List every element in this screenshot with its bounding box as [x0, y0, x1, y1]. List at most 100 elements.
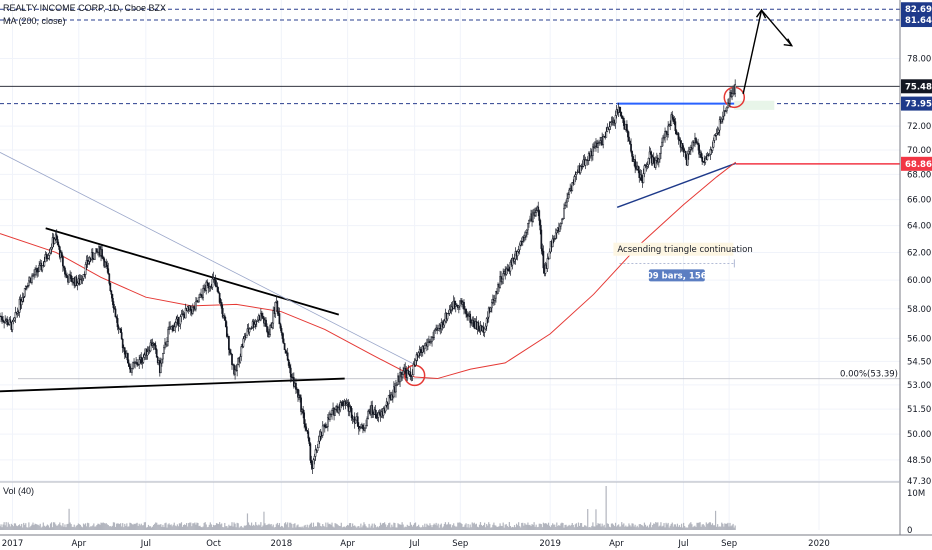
volume-bar [223, 527, 225, 530]
candle-body [642, 173, 645, 183]
volume-bar [343, 526, 345, 530]
candle-body [539, 220, 542, 231]
time-tick-label: Apr [71, 539, 86, 549]
volume-bar [37, 524, 39, 530]
ma-legend: MA (200, close) [3, 16, 66, 26]
time-tick-label: Apr [340, 539, 355, 549]
annotations[interactable]: Acsending triangle continuation 109 bars,… [613, 242, 898, 380]
candle-body [709, 149, 712, 155]
candle-body [202, 287, 204, 298]
volume-bar [467, 523, 469, 530]
volume-bar [395, 527, 397, 530]
volume-bar [725, 523, 727, 530]
price-axis[interactable]: 78.00 72.00 70.00 68.00 66.00 64.00 62.00 60.00… [907, 55, 931, 536]
volume-bar [329, 523, 331, 530]
candle-body [256, 319, 259, 322]
volume-bar [130, 522, 132, 530]
volume-bar [716, 526, 718, 530]
volume-bar [496, 526, 498, 530]
candle-body [182, 313, 185, 315]
candle-body [37, 271, 40, 273]
candle-body [652, 156, 655, 163]
candle-body [412, 363, 415, 376]
target-zone [734, 100, 775, 110]
candle-body [141, 362, 144, 364]
volume-bar [132, 524, 134, 530]
volume-bar [435, 522, 437, 530]
volume-bar [418, 524, 420, 530]
volume-bar [643, 522, 646, 530]
candle-body [221, 308, 224, 318]
volume-bar [406, 524, 408, 530]
candle-body [199, 294, 201, 298]
candle-body [249, 327, 252, 330]
volume-bar [703, 525, 705, 530]
volume-bar [265, 525, 267, 530]
volume-bar [277, 525, 279, 530]
candle-body [427, 342, 429, 347]
volume-bar [645, 526, 648, 530]
volume-bar [369, 527, 371, 530]
candle-body [101, 249, 103, 258]
candle-body [532, 212, 534, 222]
candle-body [120, 332, 123, 340]
volume-bar [472, 523, 474, 530]
volume-bar [31, 524, 33, 530]
volume-bar [600, 526, 602, 530]
candle-body [115, 316, 118, 319]
volume-bar [416, 526, 419, 530]
candle-body [551, 238, 554, 248]
volume-bar [56, 525, 58, 530]
candle-body [58, 246, 61, 258]
price-level-lines [0, 8, 900, 380]
volume-bar [153, 524, 155, 530]
chart-drawings[interactable] [0, 8, 794, 393]
candle-body [18, 298, 21, 313]
volume-bar [453, 523, 455, 530]
chart-frame [0, 0, 932, 536]
volume-bar [1, 527, 3, 530]
volume-bar [388, 523, 390, 530]
candle-body [619, 111, 622, 117]
volume-bar [534, 526, 536, 530]
volume-bar [311, 526, 314, 530]
volume-bar [137, 525, 139, 530]
candle-body [561, 218, 563, 224]
volume-bar [526, 524, 528, 530]
candle-body [457, 305, 460, 308]
candle-body [716, 132, 719, 134]
volume-bar [273, 527, 275, 530]
volume-bar [730, 526, 732, 530]
volume-bar [73, 524, 75, 530]
candle-body [313, 456, 316, 460]
candle-body [527, 223, 529, 231]
volume-bar [337, 525, 339, 530]
volume-bar [122, 523, 124, 530]
candle-body [523, 235, 526, 238]
candle-body [96, 248, 98, 253]
time-axis[interactable]: 2017 Apr Jul Oct 2018 Apr Jul Sep 2019 Apr Jul Sep 2… [2, 539, 830, 549]
candle-body [593, 146, 595, 148]
candle-body [442, 324, 445, 328]
candle-body [339, 402, 342, 411]
volume-bar [695, 527, 697, 530]
volume-bar [656, 522, 658, 530]
volume-bar [167, 524, 169, 530]
candle-body [314, 449, 317, 457]
volume-bar [506, 525, 508, 530]
volume-bar [204, 522, 206, 530]
candle-body [198, 297, 200, 303]
volume-bar [581, 526, 584, 530]
volume-bar [336, 524, 338, 530]
candle-body [215, 285, 218, 288]
volume-bar [422, 525, 424, 530]
volume-bar [607, 523, 609, 530]
volume-bar [476, 526, 478, 530]
time-tick-label: 2018 [271, 539, 293, 549]
descending-trendline [45, 227, 340, 316]
candle-body [411, 374, 414, 377]
volume-bar [210, 524, 212, 530]
volume-bar [254, 525, 256, 530]
volume-bar [532, 524, 534, 530]
